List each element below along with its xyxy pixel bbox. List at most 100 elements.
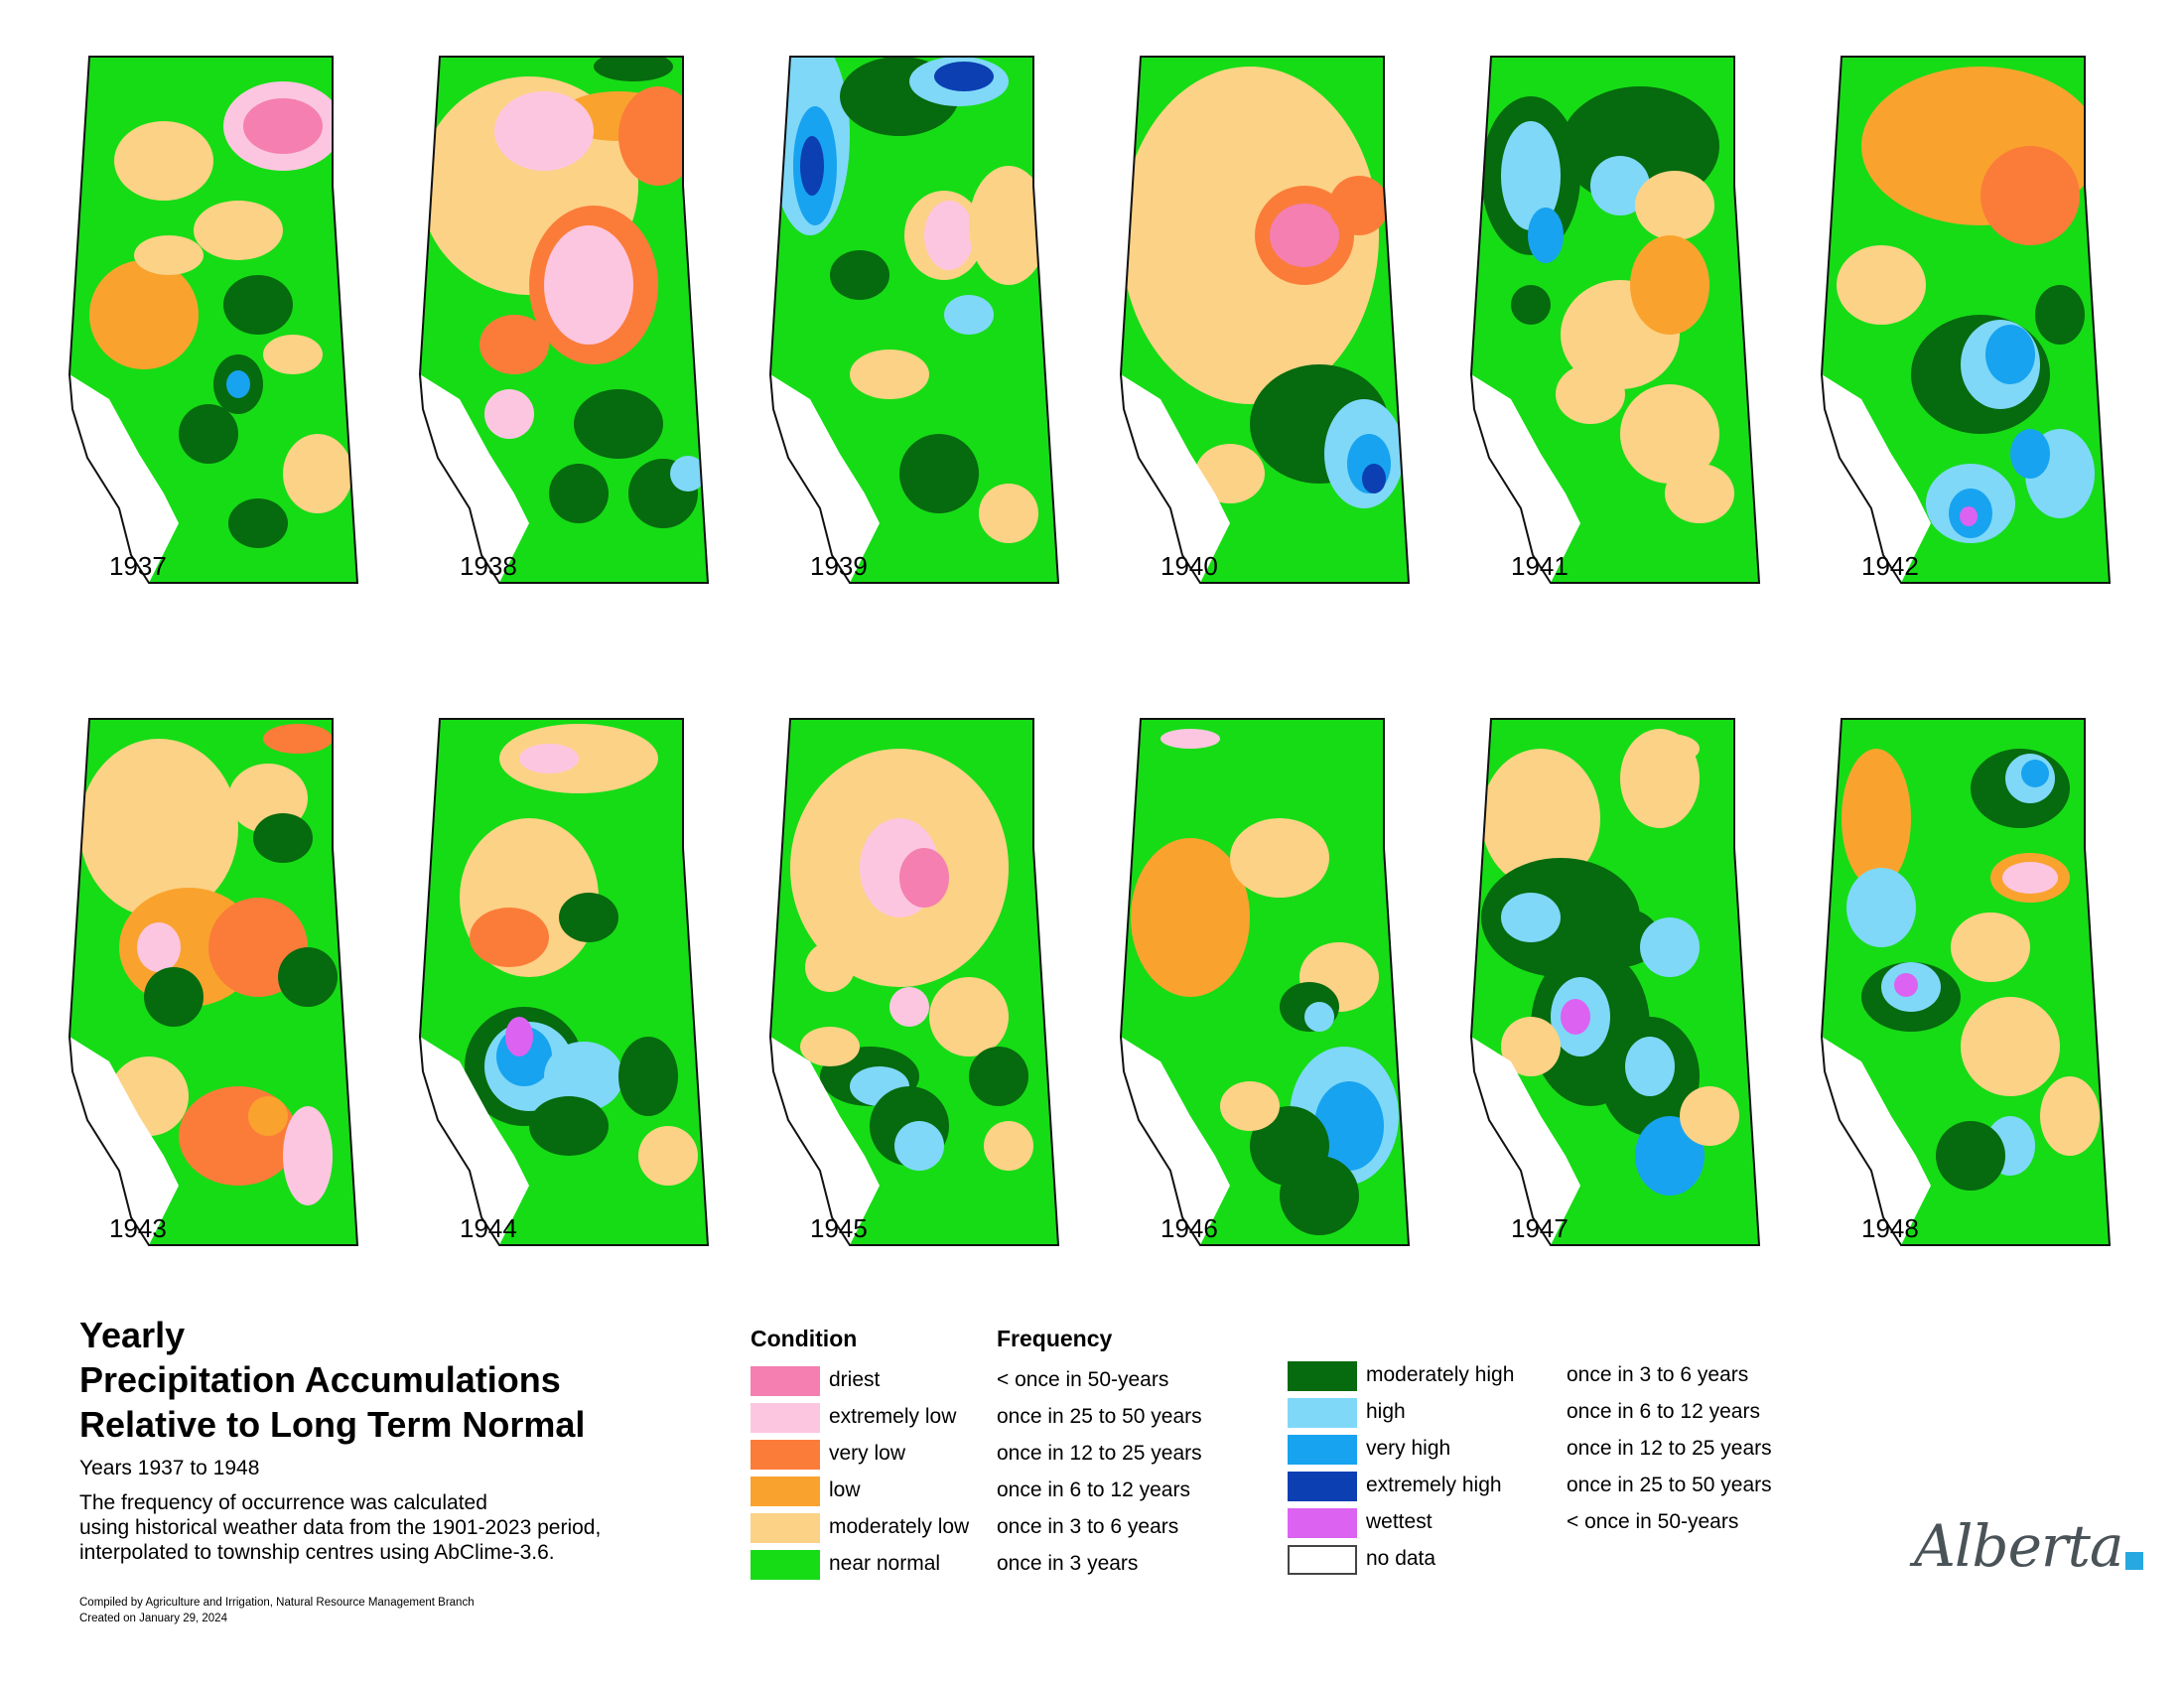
precip-region — [1230, 818, 1329, 898]
note-line: interpolated to township centres using A… — [79, 1541, 555, 1564]
credit-line: Compiled by Agriculture and Irrigation, … — [79, 1597, 475, 1609]
logo-wordmark: Alberta — [1914, 1512, 2123, 1580]
precip-region — [1620, 384, 1719, 484]
precip-region — [549, 464, 609, 523]
precip-region — [479, 315, 549, 374]
legend-swatch — [751, 1550, 820, 1580]
precip-region — [1625, 1037, 1675, 1096]
year-label: 1946 — [1160, 1213, 1218, 1243]
precip-region — [805, 942, 855, 992]
legend-frequency-label: once in 6 to 12 years — [1567, 1400, 1760, 1423]
precip-region — [226, 370, 250, 398]
precip-region — [2035, 285, 2085, 345]
precip-region — [1901, 86, 1980, 146]
precip-region — [1842, 749, 1911, 888]
precip-region — [1220, 1081, 1280, 1131]
precip-region — [243, 98, 323, 154]
precip-region — [1936, 1121, 2005, 1191]
precip-region — [1590, 156, 1650, 215]
precip-region — [899, 848, 949, 908]
precip-region — [830, 250, 889, 300]
precip-region — [179, 404, 238, 464]
precip-region — [638, 1126, 698, 1186]
province-border — [418, 718, 710, 1246]
precip-region — [979, 484, 1038, 543]
alberta-map — [1469, 56, 1761, 584]
alberta-map — [1119, 56, 1411, 584]
title-line-1: Yearly — [79, 1315, 186, 1355]
alberta-map — [1820, 718, 2112, 1246]
legend-condition-label: very high — [1366, 1437, 1451, 1460]
province-border — [768, 56, 1060, 584]
legend-condition-label: low — [829, 1478, 861, 1501]
precip-region — [1556, 364, 1625, 424]
title-line-2: Precipitation Accumulations — [79, 1359, 561, 1400]
legend-swatch — [1288, 1545, 1357, 1575]
legend-frequency-label: once in 3 to 6 years — [997, 1515, 1179, 1538]
province-border — [1820, 718, 2112, 1246]
precip-region — [1304, 1002, 1334, 1032]
logo-square-icon — [2125, 1552, 2143, 1570]
year-label: 1945 — [810, 1213, 868, 1243]
note-line: The frequency of occurrence was calculat… — [79, 1491, 487, 1514]
note-line: using historical weather data from the 1… — [79, 1516, 602, 1539]
year-label: 1944 — [460, 1213, 517, 1243]
legend-swatch — [751, 1440, 820, 1470]
precip-region — [1280, 1156, 1359, 1235]
map-panel-1938: 1938 — [418, 56, 777, 613]
precip-region — [1894, 973, 1918, 997]
legend-condition-header: Condition — [751, 1326, 858, 1351]
precip-region — [1985, 325, 2035, 384]
legend-condition-label: driest — [829, 1368, 881, 1391]
legend-swatch — [1288, 1398, 1357, 1428]
legend-frequency-label: < once in 50-years — [1567, 1510, 1739, 1533]
year-label: 1943 — [109, 1213, 167, 1243]
precip-region — [969, 166, 1048, 285]
map-panel-1945: 1945 — [768, 718, 1128, 1275]
legend-condition-label: moderately low — [829, 1515, 970, 1538]
precip-region — [929, 977, 1009, 1056]
province-border — [1820, 56, 2112, 584]
precip-region — [594, 57, 673, 81]
precip-region — [494, 91, 594, 171]
precip-region — [1329, 176, 1389, 235]
province-border — [1469, 56, 1761, 584]
province-border — [1119, 56, 1411, 584]
subtitle: Years 1937 to 1948 — [79, 1457, 260, 1479]
precip-region — [79, 739, 238, 917]
precip-region — [1195, 444, 1265, 503]
legend-condition-label: wettest — [1366, 1510, 1433, 1533]
map-panel-1947: 1947 — [1469, 718, 1829, 1275]
legend-condition-label: no data — [1366, 1547, 1436, 1570]
year-label: 1939 — [810, 551, 868, 581]
legend-frequency-label: once in 6 to 12 years — [997, 1478, 1190, 1501]
map-panel-1940: 1940 — [1119, 56, 1478, 613]
precip-region — [2040, 1076, 2100, 1156]
precip-region — [1635, 1116, 1705, 1196]
precip-region — [544, 1042, 623, 1111]
legend-frequency-label: once in 12 to 25 years — [1567, 1437, 1772, 1460]
precip-region — [1121, 67, 1379, 404]
legend-condition-label: extremely low — [829, 1405, 957, 1428]
precip-region — [1131, 838, 1250, 997]
precip-region — [1195, 300, 1235, 350]
precip-region — [670, 456, 706, 492]
precip-region — [248, 1096, 288, 1136]
map-panel-1944: 1944 — [418, 718, 777, 1275]
precip-region — [263, 335, 323, 374]
precip-region — [114, 121, 213, 201]
legend-condition-label: high — [1366, 1400, 1406, 1423]
legend-condition-label: near normal — [829, 1552, 941, 1575]
precip-region — [1501, 893, 1561, 942]
map-panel-1943: 1943 — [68, 718, 427, 1275]
precip-region — [283, 1106, 333, 1205]
legend-swatch — [1288, 1508, 1357, 1538]
precip-region — [618, 86, 698, 186]
alberta-map — [418, 56, 710, 584]
year-label: 1947 — [1511, 1213, 1569, 1243]
precip-region — [1635, 171, 1714, 240]
precip-region — [519, 744, 579, 774]
precip-region — [228, 498, 288, 548]
province-border — [768, 718, 1060, 1246]
legend-swatch — [1288, 1472, 1357, 1501]
